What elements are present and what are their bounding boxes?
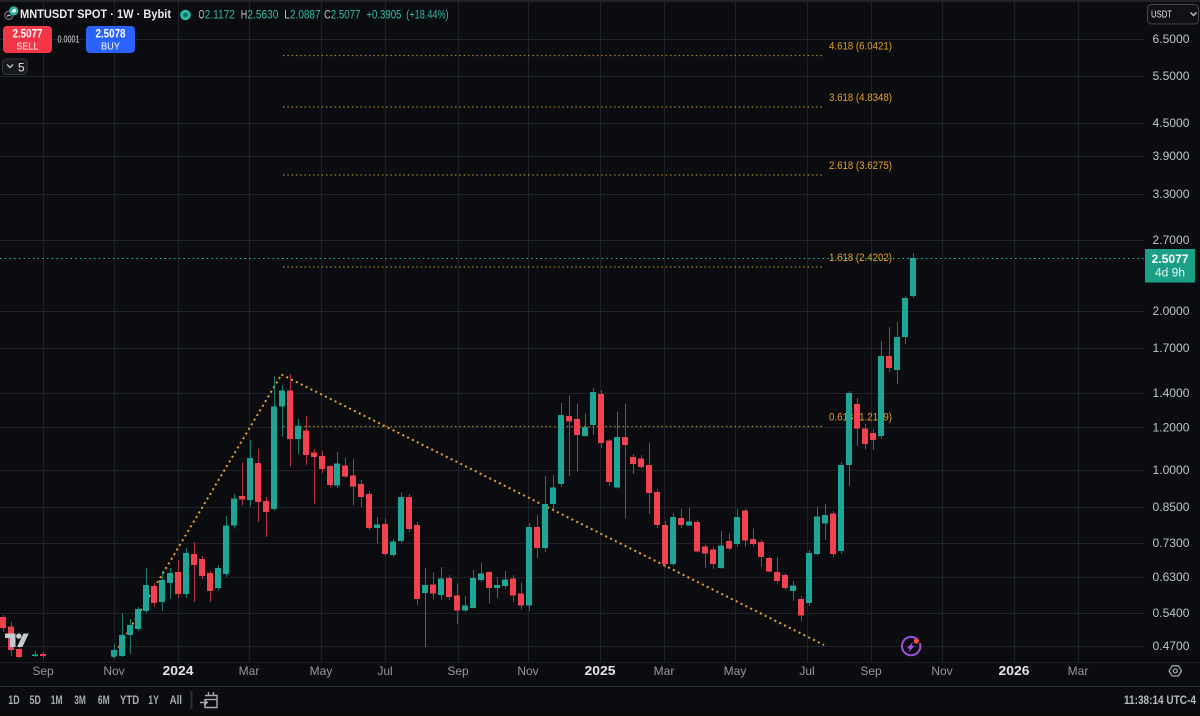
svg-text:Mar: Mar [239,664,260,678]
svg-text:2.5630: 2.5630 [247,10,278,22]
svg-text:1.2000: 1.2000 [1153,423,1190,435]
svg-text:1Y: 1Y [148,695,159,707]
svg-text:SELL: SELL [17,42,39,53]
svg-text:1.4000: 1.4000 [1153,388,1190,400]
svg-text:Jul: Jul [799,664,814,678]
svg-text:2.5077: 2.5077 [13,29,43,41]
svg-text:3.3000: 3.3000 [1153,189,1190,201]
svg-text:5D: 5D [30,695,41,707]
svg-text:6M: 6M [98,695,110,707]
svg-text:2.1172: 2.1172 [205,10,235,22]
svg-text:3M: 3M [74,695,86,707]
svg-text:May: May [724,664,747,678]
svg-text:2.5077: 2.5077 [1152,252,1189,266]
svg-text:2.618 (3.6275): 2.618 (3.6275) [829,160,892,172]
svg-text:L: L [284,10,290,22]
svg-text:O: O [199,10,205,22]
svg-text:5.5000: 5.5000 [1153,71,1190,83]
svg-text:11:38:14 UTC-4: 11:38:14 UTC-4 [1124,695,1197,707]
svg-text:2.5078: 2.5078 [96,29,127,41]
svg-text:1.7000: 1.7000 [1153,343,1190,355]
svg-text:All: All [170,695,182,707]
svg-text:2025: 2025 [585,664,616,678]
svg-text:2.0000: 2.0000 [1153,306,1190,318]
svg-text:4.618 (6.0421): 4.618 (6.0421) [829,41,892,53]
svg-text:May: May [310,664,333,678]
svg-text:Mar: Mar [1068,664,1089,678]
svg-text:4d 9h: 4d 9h [1155,268,1185,280]
svg-text:1M: 1M [51,695,63,707]
svg-text:1D: 1D [8,695,19,707]
svg-text:0.0001: 0.0001 [58,34,80,46]
svg-text:+0.3905: +0.3905 [366,10,401,22]
svg-text:2.0887: 2.0887 [290,10,321,22]
svg-text:2.5077: 2.5077 [331,10,361,22]
svg-text:Nov: Nov [931,664,952,678]
svg-text:USDT: USDT [1151,9,1172,21]
svg-text:2.7000: 2.7000 [1153,235,1190,247]
svg-text:Mar: Mar [654,664,675,678]
svg-text:0.4700: 0.4700 [1153,641,1190,653]
svg-text:C: C [324,10,331,22]
svg-text:YTD: YTD [120,695,139,707]
svg-text:Nov: Nov [103,664,124,678]
svg-text:Sep: Sep [860,664,882,678]
svg-text:MNTUSDT SPOT · 1W · Bybit: MNTUSDT SPOT · 1W · Bybit [20,7,171,21]
svg-text:3.618 (4.8348): 3.618 (4.8348) [829,92,892,104]
svg-text:0.6300: 0.6300 [1153,572,1190,584]
svg-text:BUY: BUY [101,42,120,53]
svg-text:3.9000: 3.9000 [1153,151,1190,163]
svg-text:5: 5 [18,61,25,75]
svg-text:0.7300: 0.7300 [1153,538,1190,550]
svg-text:Sep: Sep [447,664,469,678]
svg-text:1.0000: 1.0000 [1153,465,1190,477]
svg-text:0.5400: 0.5400 [1153,608,1190,620]
svg-text:4.5000: 4.5000 [1153,118,1190,130]
svg-text:Sep: Sep [32,664,54,678]
svg-text:Nov: Nov [517,664,538,678]
svg-text:2026: 2026 [999,664,1030,678]
svg-text:Jul: Jul [377,664,392,678]
svg-text:2024: 2024 [163,664,194,678]
svg-text:6.5000: 6.5000 [1153,34,1190,46]
svg-text:H: H [241,10,248,22]
svg-text:0.8500: 0.8500 [1153,502,1190,514]
svg-text:0.618 (1.2159): 0.618 (1.2159) [829,412,892,424]
svg-text:(+18.44%): (+18.44%) [406,10,448,22]
